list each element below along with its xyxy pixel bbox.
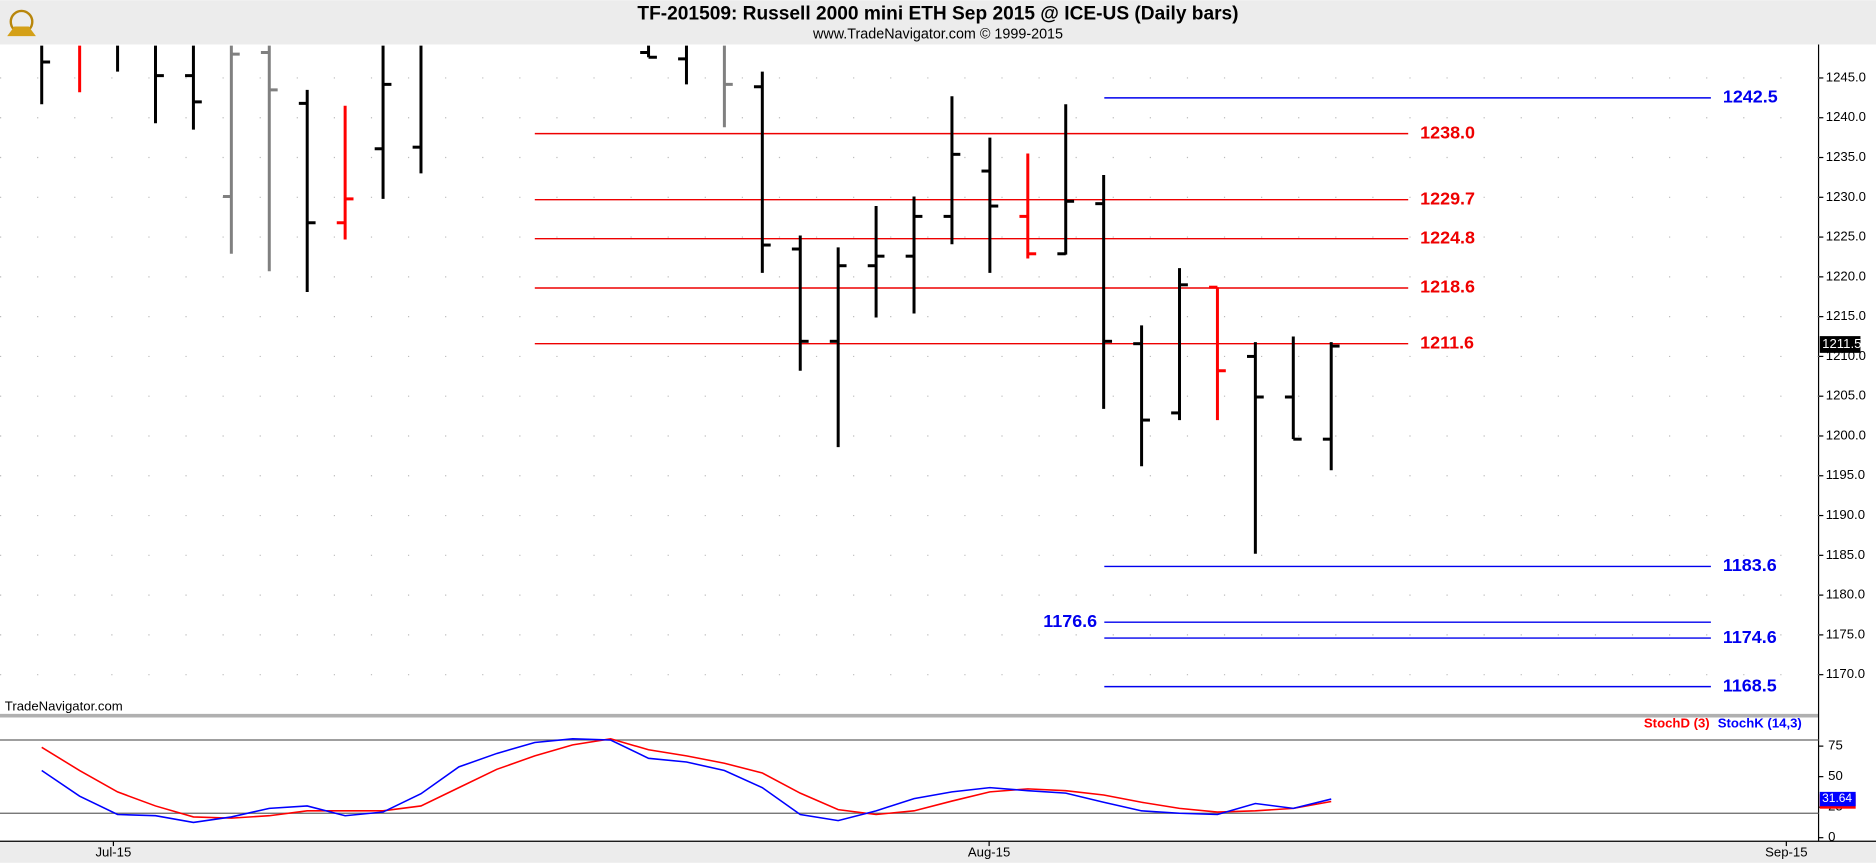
- y-tick-label: 1215.0: [1826, 308, 1866, 323]
- y-tick-label: 75: [1828, 738, 1843, 753]
- last-value-box: [1819, 791, 1856, 807]
- series-line: [41, 738, 1332, 824]
- last-value-label: 31.64: [1822, 791, 1852, 805]
- y-tick-label: 1225.0: [1826, 229, 1866, 244]
- level-label: 1183.6: [1723, 555, 1777, 575]
- x-tick-label: Jul-15: [95, 845, 131, 860]
- y-tick-label: 1200.0: [1826, 427, 1866, 442]
- level-label: 1168.5: [1723, 675, 1777, 695]
- y-tick-label: 1170.0: [1826, 666, 1865, 681]
- last-price-box: [1819, 336, 1861, 353]
- level-label: 1174.6: [1723, 627, 1777, 647]
- y-tick-label: 1235.0: [1826, 149, 1866, 164]
- y-tick-label: 1190.0: [1826, 507, 1865, 522]
- y-tick-label: 1245.0: [1826, 69, 1866, 84]
- x-tick-label: Sep-15: [1765, 845, 1807, 860]
- y-tick-label: 1205.0: [1826, 388, 1866, 403]
- plot-area: [0, 44, 1819, 842]
- level-label: 1218.6: [1420, 277, 1475, 297]
- watermark: TradeNavigator.com: [5, 699, 123, 714]
- level-label: 1224.8: [1420, 227, 1475, 247]
- x-tick-label: Aug-15: [968, 845, 1010, 860]
- level-label: 1211.6: [1420, 332, 1474, 352]
- y-tick-label: 50: [1828, 768, 1843, 783]
- series-line: [41, 738, 1332, 819]
- axis-area: [1818, 44, 1876, 842]
- y-tick-label: 1220.0: [1826, 268, 1866, 283]
- price-panel: [0, 45, 1819, 688]
- time-axis-band: [0, 841, 1876, 863]
- legend-entry: StochK (14,3): [1718, 715, 1802, 730]
- legend-entry: StochD (3): [1644, 715, 1710, 730]
- chart-title: TF-201509: Russell 2000 mini ETH Sep 201…: [637, 4, 1238, 25]
- level-label: 1238.0: [1420, 122, 1475, 142]
- chart-subtitle: www.TradeNavigator.com © 1999-2015: [812, 27, 1063, 43]
- logo: [7, 9, 36, 37]
- y-tick-label: 1180.0: [1826, 587, 1865, 602]
- y-tick-label: 1185.0: [1826, 547, 1865, 562]
- level-label: 1176.6: [1043, 611, 1097, 631]
- y-tick-label: 1175.0: [1826, 626, 1865, 641]
- y-tick-label: 1230.0: [1826, 189, 1866, 204]
- last-price-label: 1211.5: [1822, 336, 1861, 351]
- header-band: [0, 0, 1876, 45]
- level-label: 1242.5: [1723, 87, 1778, 107]
- y-tick-label: 1240.0: [1826, 109, 1866, 124]
- y-tick-label: 0: [1828, 829, 1835, 844]
- y-tick-label: 1195.0: [1826, 467, 1865, 482]
- level-label: 1229.7: [1420, 188, 1475, 208]
